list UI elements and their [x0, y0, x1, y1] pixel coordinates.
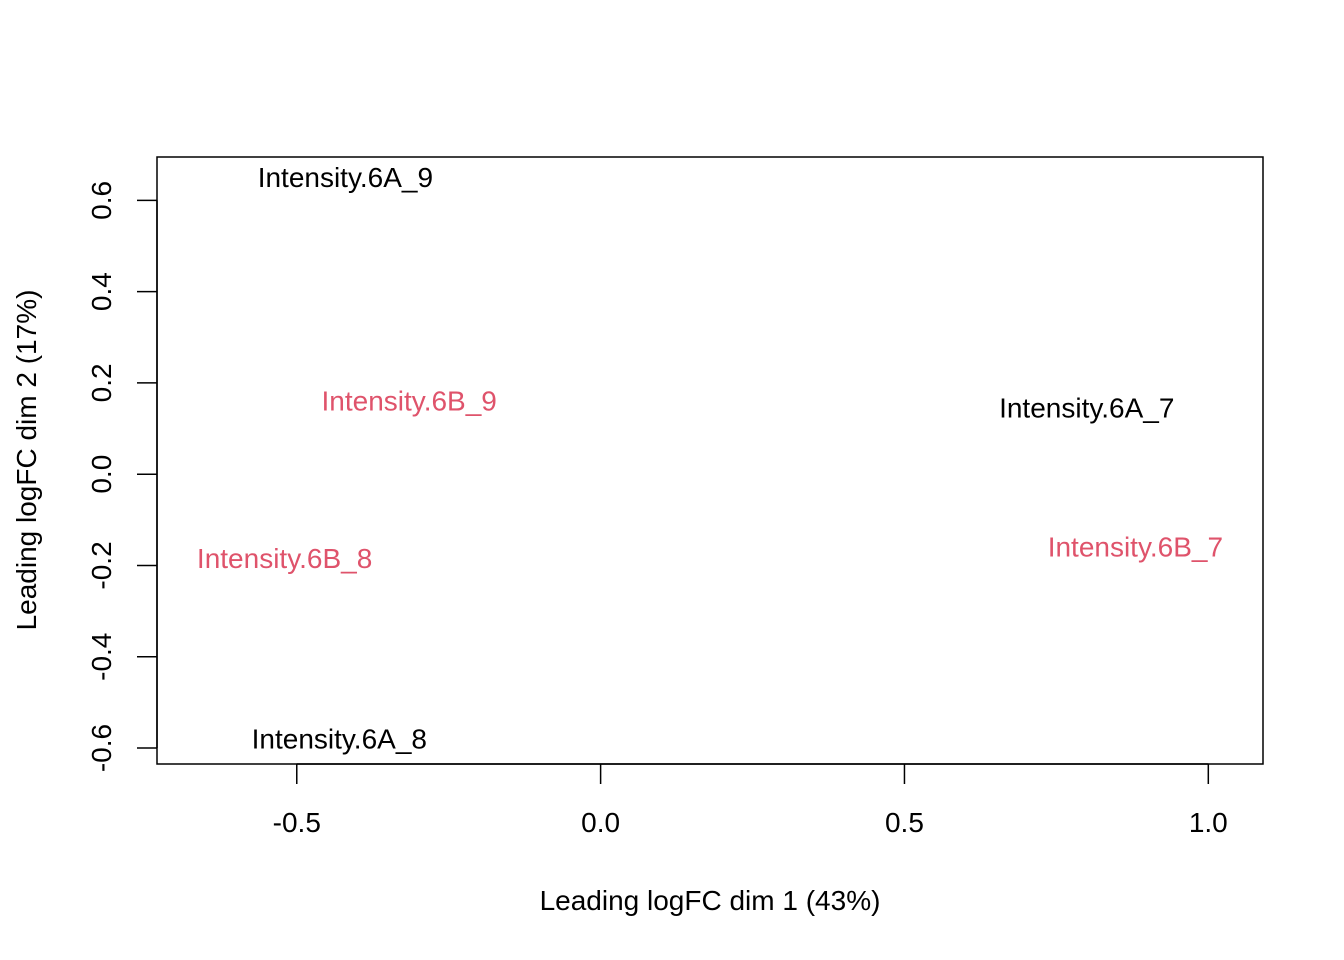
y-tick-label: 0.4 [86, 272, 117, 311]
y-tick-label: -0.4 [86, 633, 117, 681]
y-axis: -0.6 -0.4 -0.2 0.0 0.2 0.4 0.6 [86, 181, 158, 772]
x-tick-label: 1.0 [1189, 807, 1228, 838]
y-tick-label: -0.6 [86, 724, 117, 772]
point-label: Intensity.6A_7 [999, 393, 1174, 424]
y-tick-label: 0.0 [86, 455, 117, 494]
point-label: Intensity.6B_7 [1048, 532, 1223, 563]
x-tick-label: -0.5 [273, 807, 321, 838]
y-tick-label: 0.2 [86, 363, 117, 402]
y-tick-label: 0.6 [86, 181, 117, 220]
point-labels: Intensity.6A_9 Intensity.6B_9 Intensity.6A… [197, 162, 1223, 754]
y-axis-title: Leading logFC dim 2 (17%) [11, 290, 42, 631]
x-tick-label: 0.5 [885, 807, 924, 838]
x-tick-label: 0.0 [581, 807, 620, 838]
point-label: Intensity.6A_9 [258, 162, 433, 193]
point-label: Intensity.6B_8 [197, 543, 372, 574]
point-label: Intensity.6B_9 [322, 386, 497, 417]
x-axis: -0.5 0.0 0.5 1.0 [273, 763, 1228, 838]
plot-frame [156, 156, 1264, 765]
point-label: Intensity.6A_8 [252, 723, 427, 754]
y-tick-label: -0.2 [86, 541, 117, 589]
x-axis-title: Leading logFC dim 1 (43%) [540, 885, 881, 916]
